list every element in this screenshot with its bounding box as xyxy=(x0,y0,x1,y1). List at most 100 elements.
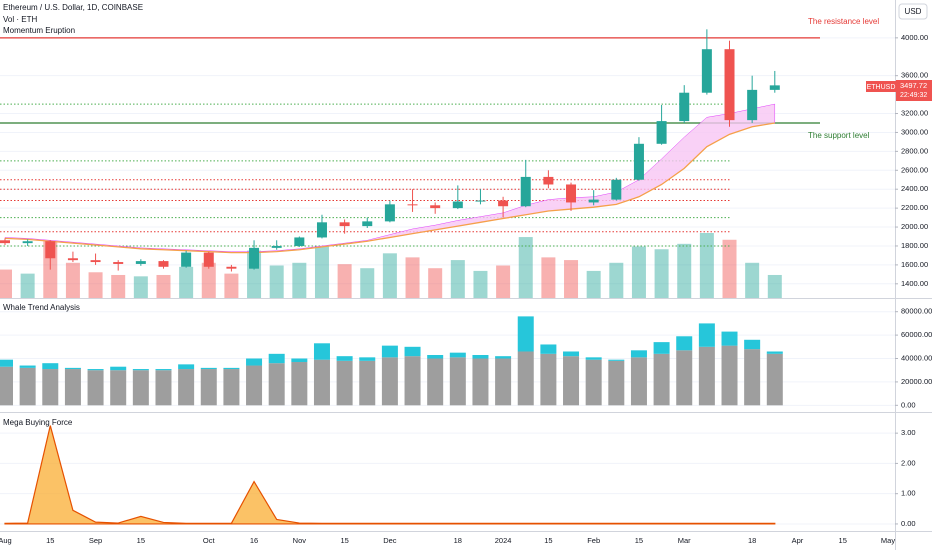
candle-body xyxy=(384,204,395,222)
whale-bar xyxy=(585,357,602,360)
whale-bar xyxy=(19,365,36,368)
whale-bar xyxy=(291,358,308,363)
x-tick-label: Apr xyxy=(792,536,804,545)
y-tick-label: 3200.00 xyxy=(901,109,928,118)
whale-bar xyxy=(110,366,127,371)
whale-bar xyxy=(87,369,104,371)
volume-bar xyxy=(201,262,216,298)
candle-body xyxy=(588,199,599,203)
y-tick-label: 20000.00 xyxy=(901,377,932,386)
x-tick-label: 15 xyxy=(839,536,847,545)
whale-bar xyxy=(200,367,217,370)
x-tick-label: Nov xyxy=(293,536,307,545)
whale-pane: Whale Trend Analysis xyxy=(0,303,895,406)
candle-body xyxy=(430,205,441,209)
whale-bar xyxy=(676,336,693,351)
whale-bar xyxy=(336,356,353,361)
whale-bar xyxy=(766,351,783,354)
whale-bar xyxy=(336,360,353,406)
whale-bar xyxy=(223,369,240,406)
level-annotation: The support level xyxy=(808,131,870,140)
candle-body xyxy=(543,176,554,185)
whale-bar xyxy=(0,359,13,367)
candle-body xyxy=(271,245,282,248)
whale-bar xyxy=(359,357,376,361)
y-tick-label: 1.00 xyxy=(901,489,916,498)
volume-bar xyxy=(337,264,352,298)
whale-bar xyxy=(42,369,59,406)
currency-button[interactable] xyxy=(898,3,928,20)
whale-bar xyxy=(155,370,172,406)
whale-bar xyxy=(540,344,557,354)
whale-bar xyxy=(495,356,512,359)
candle-body xyxy=(339,222,350,227)
countdown: 22:49:32 xyxy=(900,92,927,99)
volume-bar xyxy=(314,246,329,298)
y-tick-label: 0.00 xyxy=(901,519,916,528)
candle-body xyxy=(701,49,712,93)
candle-body xyxy=(249,247,260,269)
y-tick-label: 2600.00 xyxy=(901,165,928,174)
candle-body xyxy=(566,184,577,203)
whale-bar xyxy=(744,339,761,350)
y-tick-label: 2.00 xyxy=(901,458,916,467)
volume-bar xyxy=(360,268,375,298)
volume-bar xyxy=(88,272,103,298)
whale-bar xyxy=(721,345,738,406)
candle-body xyxy=(226,266,237,269)
mega-pane: Mega Buying Force xyxy=(0,418,895,525)
whale-bar xyxy=(268,363,285,406)
candle-body xyxy=(181,252,192,267)
x-tick-label: May xyxy=(881,536,895,545)
whale-bar xyxy=(42,363,59,370)
price-tag xyxy=(896,80,932,101)
candle-body xyxy=(67,258,78,261)
whale-bar xyxy=(608,359,625,361)
currency-label[interactable]: USD xyxy=(905,7,922,16)
whale-bar xyxy=(563,351,580,357)
ticker-label: ETHUSD xyxy=(867,84,896,91)
indicator-label: Vol · ETH xyxy=(3,15,37,24)
whale-bar xyxy=(653,342,670,354)
pane-title: Whale Trend Analysis xyxy=(3,303,80,312)
candle-body xyxy=(203,252,214,267)
candle-body xyxy=(724,49,735,121)
whale-bar xyxy=(178,364,195,370)
whale-bar xyxy=(540,353,557,406)
whale-bar xyxy=(653,353,670,406)
x-tick-label: 18 xyxy=(454,536,462,545)
whale-bar xyxy=(268,353,285,364)
whale-bar xyxy=(132,370,149,406)
y-tick-label: 2000.00 xyxy=(901,222,928,231)
whale-bar xyxy=(744,349,761,406)
x-tick-label: 15 xyxy=(46,536,54,545)
candle-body xyxy=(22,241,33,244)
whale-bar xyxy=(87,370,104,406)
y-tick-label: 2800.00 xyxy=(901,146,928,155)
volume-bar xyxy=(428,268,443,298)
whale-bar xyxy=(427,355,444,359)
whale-bar xyxy=(449,352,466,358)
volume-bar xyxy=(292,262,307,298)
y-tick-label: 3000.00 xyxy=(901,127,928,136)
candle-body xyxy=(113,262,124,264)
candle-body xyxy=(294,237,305,246)
whale-bar xyxy=(223,367,240,370)
volume-bar xyxy=(518,237,533,298)
volume-bar xyxy=(699,233,714,298)
x-tick-label: Aug xyxy=(0,536,12,545)
candle-body xyxy=(90,260,101,263)
x-tick-label: 18 xyxy=(748,536,756,545)
candle-body xyxy=(611,179,622,200)
whale-bar xyxy=(698,323,715,347)
volume-bar xyxy=(654,249,669,298)
candle-body xyxy=(316,222,327,238)
axes: Aug 15 Sep 15 Oct 16 Nov 15 Dec 18 2024 15 Feb 15 Mar 1… xyxy=(0,33,932,545)
volume-bar xyxy=(541,257,556,298)
volume-bar xyxy=(269,265,284,298)
main-pane: The resistance level The support level xyxy=(0,17,895,298)
volume-bar xyxy=(133,276,148,298)
volume-bar xyxy=(609,262,624,298)
y-tick-label: 1800.00 xyxy=(901,241,928,250)
